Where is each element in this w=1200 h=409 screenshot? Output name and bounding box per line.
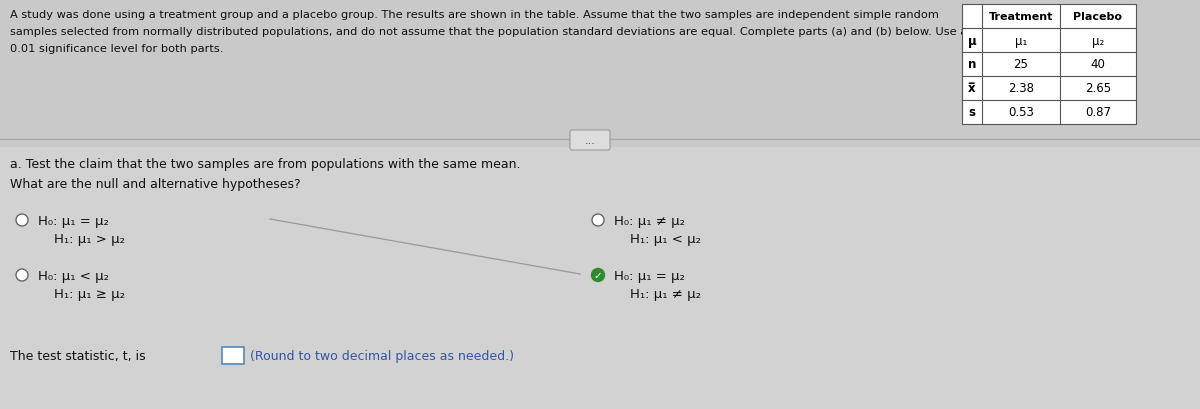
FancyBboxPatch shape (570, 131, 610, 151)
Text: H₁: μ₁ ≥ μ₂: H₁: μ₁ ≥ μ₂ (54, 287, 125, 300)
Circle shape (16, 270, 28, 281)
Text: n: n (968, 58, 976, 71)
Text: 25: 25 (1014, 58, 1028, 71)
Text: H₀: μ₁ = μ₂: H₀: μ₁ = μ₂ (614, 270, 685, 282)
Text: 0.87: 0.87 (1085, 106, 1111, 119)
Bar (0, 0, 1200, 148)
Circle shape (592, 269, 605, 282)
Text: a. Test the claim that the two samples are from populations with the same mean.: a. Test the claim that the two samples a… (10, 157, 521, 171)
Text: H₁: μ₁ ≠ μ₂: H₁: μ₁ ≠ μ₂ (630, 287, 701, 300)
Bar (222, 347, 244, 364)
Text: Placebo: Placebo (1074, 12, 1122, 22)
Circle shape (592, 214, 604, 227)
Text: H₀: μ₁ = μ₂: H₀: μ₁ = μ₂ (38, 214, 109, 227)
Text: x̅: x̅ (968, 82, 976, 95)
Text: samples selected from normally distributed populations, and do not assume that t: samples selected from normally distribut… (10, 27, 967, 37)
Text: 40: 40 (1091, 58, 1105, 71)
Text: ✓: ✓ (594, 270, 602, 280)
Text: A study was done using a treatment group and a placebo group. The results are sh: A study was done using a treatment group… (10, 10, 938, 20)
Text: H₀: μ₁ ≠ μ₂: H₀: μ₁ ≠ μ₂ (614, 214, 685, 227)
Text: The test statistic, t, is: The test statistic, t, is (10, 349, 145, 362)
Text: μ₂: μ₂ (1092, 34, 1104, 47)
Text: (Round to two decimal places as needed.): (Round to two decimal places as needed.) (250, 349, 514, 362)
Text: H₁: μ₁ > μ₂: H₁: μ₁ > μ₂ (54, 232, 125, 245)
Text: 2.65: 2.65 (1085, 82, 1111, 95)
Text: s: s (968, 106, 976, 119)
Text: Treatment: Treatment (989, 12, 1054, 22)
Bar (0, 148, 1200, 409)
Text: H₀: μ₁ < μ₂: H₀: μ₁ < μ₂ (38, 270, 109, 282)
Circle shape (16, 214, 28, 227)
Text: μ: μ (967, 34, 977, 47)
Text: 0.53: 0.53 (1008, 106, 1034, 119)
Bar (962, 5, 1136, 125)
Text: What are the null and alternative hypotheses?: What are the null and alternative hypoth… (10, 178, 301, 191)
Text: 2.38: 2.38 (1008, 82, 1034, 95)
Text: H₁: μ₁ < μ₂: H₁: μ₁ < μ₂ (630, 232, 701, 245)
Text: ...: ... (584, 136, 595, 146)
Text: 0.01 significance level for both parts.: 0.01 significance level for both parts. (10, 44, 223, 54)
Text: μ₁: μ₁ (1015, 34, 1027, 47)
